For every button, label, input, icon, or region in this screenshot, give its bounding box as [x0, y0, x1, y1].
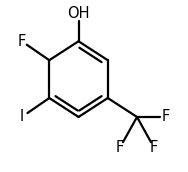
Text: OH: OH: [67, 6, 90, 21]
Text: F: F: [150, 140, 158, 155]
Text: F: F: [18, 34, 26, 49]
Text: I: I: [20, 109, 24, 125]
Text: F: F: [116, 140, 124, 155]
Text: F: F: [162, 109, 170, 125]
